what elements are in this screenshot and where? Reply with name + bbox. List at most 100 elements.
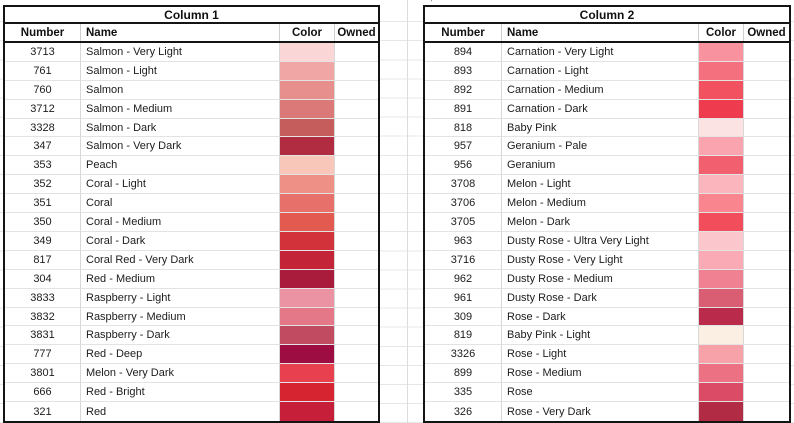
cell-name[interactable]: Red - Deep (81, 345, 280, 365)
cell-name[interactable]: Rose - Dark (502, 307, 699, 327)
cell-owned[interactable] (744, 81, 789, 100)
cell-owned[interactable] (744, 137, 789, 157)
header-color[interactable]: Color (280, 24, 335, 41)
cell-number[interactable]: 335 (425, 383, 502, 403)
color-swatch[interactable] (280, 80, 335, 100)
cell-number[interactable]: 351 (5, 194, 81, 214)
cell-owned[interactable] (744, 119, 789, 138)
cell-number[interactable]: 666 (5, 383, 81, 403)
cell-owned[interactable] (335, 156, 378, 176)
cell-owned[interactable] (744, 326, 789, 346)
cell-name[interactable]: Melon - Very Dark (81, 364, 280, 384)
cell-name[interactable]: Coral - Dark (81, 231, 280, 251)
cell-number[interactable]: 3705 (425, 213, 502, 232)
cell-name[interactable]: Salmon (81, 80, 280, 100)
table-title-cell[interactable]: Column 1 (5, 7, 378, 24)
cell-name[interactable]: Rose - Light (502, 345, 699, 365)
cell-number[interactable]: 817 (5, 250, 81, 270)
cell-name[interactable]: Coral - Light (81, 175, 280, 195)
cell-owned[interactable] (335, 137, 378, 157)
cell-number[interactable]: 353 (5, 156, 81, 176)
cell-number[interactable]: 957 (425, 137, 502, 157)
color-swatch[interactable] (280, 307, 335, 327)
cell-owned[interactable] (744, 251, 789, 270)
cell-owned[interactable] (744, 383, 789, 403)
cell-name[interactable]: Coral Red - Very Dark (81, 250, 280, 270)
cell-name[interactable]: Geranium (502, 156, 699, 176)
color-swatch[interactable] (280, 288, 335, 308)
cell-name[interactable]: Baby Pink (502, 118, 699, 138)
cell-number[interactable]: 347 (5, 137, 81, 157)
cell-name[interactable]: Carnation - Medium (502, 80, 699, 100)
cell-owned[interactable] (744, 100, 789, 119)
cell-number[interactable]: 3831 (5, 326, 81, 346)
color-swatch[interactable] (699, 383, 744, 403)
cell-number[interactable]: 761 (5, 61, 81, 81)
color-swatch[interactable] (280, 156, 335, 176)
cell-name[interactable]: Raspberry - Medium (81, 307, 280, 327)
cell-name[interactable]: Salmon - Very Dark (81, 137, 280, 157)
header-name[interactable]: Name (81, 24, 280, 41)
cell-owned[interactable] (744, 213, 789, 232)
cell-number[interactable]: 3716 (425, 250, 502, 270)
cell-name[interactable]: Dusty Rose - Dark (502, 288, 699, 308)
cell-name[interactable]: Dusty Rose - Medium (502, 269, 699, 289)
color-swatch[interactable] (699, 175, 744, 195)
cell-name[interactable]: Salmon - Dark (81, 118, 280, 138)
cell-owned[interactable] (335, 402, 378, 421)
header-color[interactable]: Color (699, 24, 744, 41)
cell-owned[interactable] (744, 270, 789, 289)
color-swatch[interactable] (699, 402, 744, 421)
cell-number[interactable]: 3832 (5, 307, 81, 327)
cell-owned[interactable] (744, 232, 789, 251)
cell-owned[interactable] (335, 270, 378, 289)
color-swatch[interactable] (280, 194, 335, 214)
cell-owned[interactable] (335, 308, 378, 327)
cell-owned[interactable] (744, 402, 789, 421)
color-swatch[interactable] (280, 213, 335, 232)
cell-number[interactable]: 962 (425, 269, 502, 289)
color-swatch[interactable] (280, 137, 335, 157)
color-swatch[interactable] (699, 364, 744, 384)
cell-owned[interactable] (744, 308, 789, 327)
color-swatch[interactable] (699, 288, 744, 308)
color-swatch[interactable] (699, 213, 744, 232)
cell-name[interactable]: Red - Medium (81, 269, 280, 289)
color-swatch[interactable] (699, 156, 744, 176)
color-swatch[interactable] (280, 99, 335, 119)
cell-name[interactable]: Dusty Rose - Ultra Very Light (502, 231, 699, 251)
cell-name[interactable]: Carnation - Light (502, 61, 699, 81)
cell-owned[interactable] (335, 119, 378, 138)
color-swatch[interactable] (699, 80, 744, 100)
cell-number[interactable]: 3801 (5, 364, 81, 384)
color-swatch[interactable] (280, 402, 335, 421)
cell-name[interactable]: Rose (502, 383, 699, 403)
cell-number[interactable]: 818 (425, 118, 502, 138)
cell-name[interactable]: Melon - Medium (502, 194, 699, 214)
color-swatch[interactable] (699, 345, 744, 365)
color-swatch[interactable] (280, 61, 335, 81)
cell-name[interactable]: Raspberry - Light (81, 288, 280, 308)
color-swatch[interactable] (280, 383, 335, 403)
cell-number[interactable]: 891 (425, 99, 502, 119)
cell-name[interactable]: Rose - Very Dark (502, 402, 699, 421)
cell-name[interactable]: Red (81, 402, 280, 421)
color-swatch[interactable] (699, 231, 744, 251)
cell-number[interactable]: 326 (425, 402, 502, 421)
cell-owned[interactable] (335, 62, 378, 81)
cell-number[interactable]: 956 (425, 156, 502, 176)
cell-name[interactable]: Salmon - Medium (81, 99, 280, 119)
cell-owned[interactable] (335, 194, 378, 214)
cell-owned[interactable] (335, 383, 378, 403)
cell-owned[interactable] (335, 251, 378, 270)
cell-name[interactable]: Coral (81, 194, 280, 214)
cell-name[interactable]: Dusty Rose - Very Light (502, 250, 699, 270)
cell-name[interactable]: Melon - Light (502, 175, 699, 195)
cell-owned[interactable] (744, 62, 789, 81)
color-swatch[interactable] (699, 269, 744, 289)
cell-number[interactable]: 349 (5, 231, 81, 251)
cell-number[interactable]: 3713 (5, 43, 81, 62)
cell-owned[interactable] (335, 289, 378, 308)
cell-owned[interactable] (744, 156, 789, 176)
color-swatch[interactable] (280, 231, 335, 251)
